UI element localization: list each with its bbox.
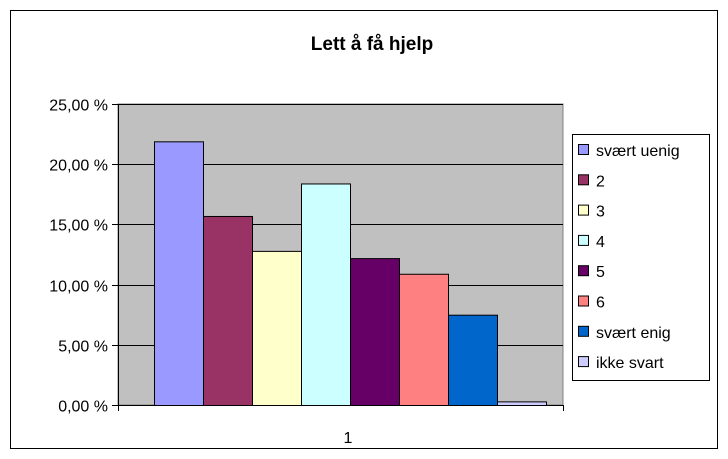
chart-title: Lett å få hjelp: [311, 34, 433, 55]
y-tick-label: 10,00 %: [49, 279, 108, 296]
y-tick-label: 0,00 %: [58, 399, 108, 416]
bar-3: [253, 251, 302, 405]
legend-swatch: [579, 266, 589, 276]
legend-swatch: [579, 205, 589, 215]
y-tick-label: 5,00 %: [58, 339, 108, 356]
bar-1: [155, 142, 204, 406]
bar-2: [204, 216, 253, 405]
x-tick-label: 1: [344, 430, 353, 447]
bar-6: [400, 274, 449, 405]
y-tick-label: 20,00 %: [49, 158, 108, 175]
legend-label: 3: [596, 204, 605, 221]
y-tick-label: 15,00 %: [49, 218, 108, 235]
bar-4: [302, 184, 351, 406]
legend-label: 6: [596, 295, 605, 312]
legend-swatch: [579, 175, 589, 185]
legend-swatch: [579, 145, 589, 155]
legend-label: 4: [596, 234, 605, 251]
legend-swatch: [579, 326, 589, 336]
legend-label: ikke svart: [596, 355, 664, 372]
legend-label: svært uenig: [596, 143, 680, 160]
bar-5: [351, 259, 400, 406]
legend-label: svært enig: [596, 325, 671, 342]
legend-swatch: [579, 235, 589, 245]
legend-label: 2: [596, 173, 605, 190]
legend-label: 5: [596, 264, 605, 281]
legend-box: [573, 135, 710, 381]
y-tick-label: 25,00 %: [49, 98, 108, 115]
legend-swatch: [579, 357, 589, 367]
bar-8: [498, 402, 547, 406]
bar-7: [449, 315, 498, 405]
legend-swatch: [579, 296, 589, 306]
